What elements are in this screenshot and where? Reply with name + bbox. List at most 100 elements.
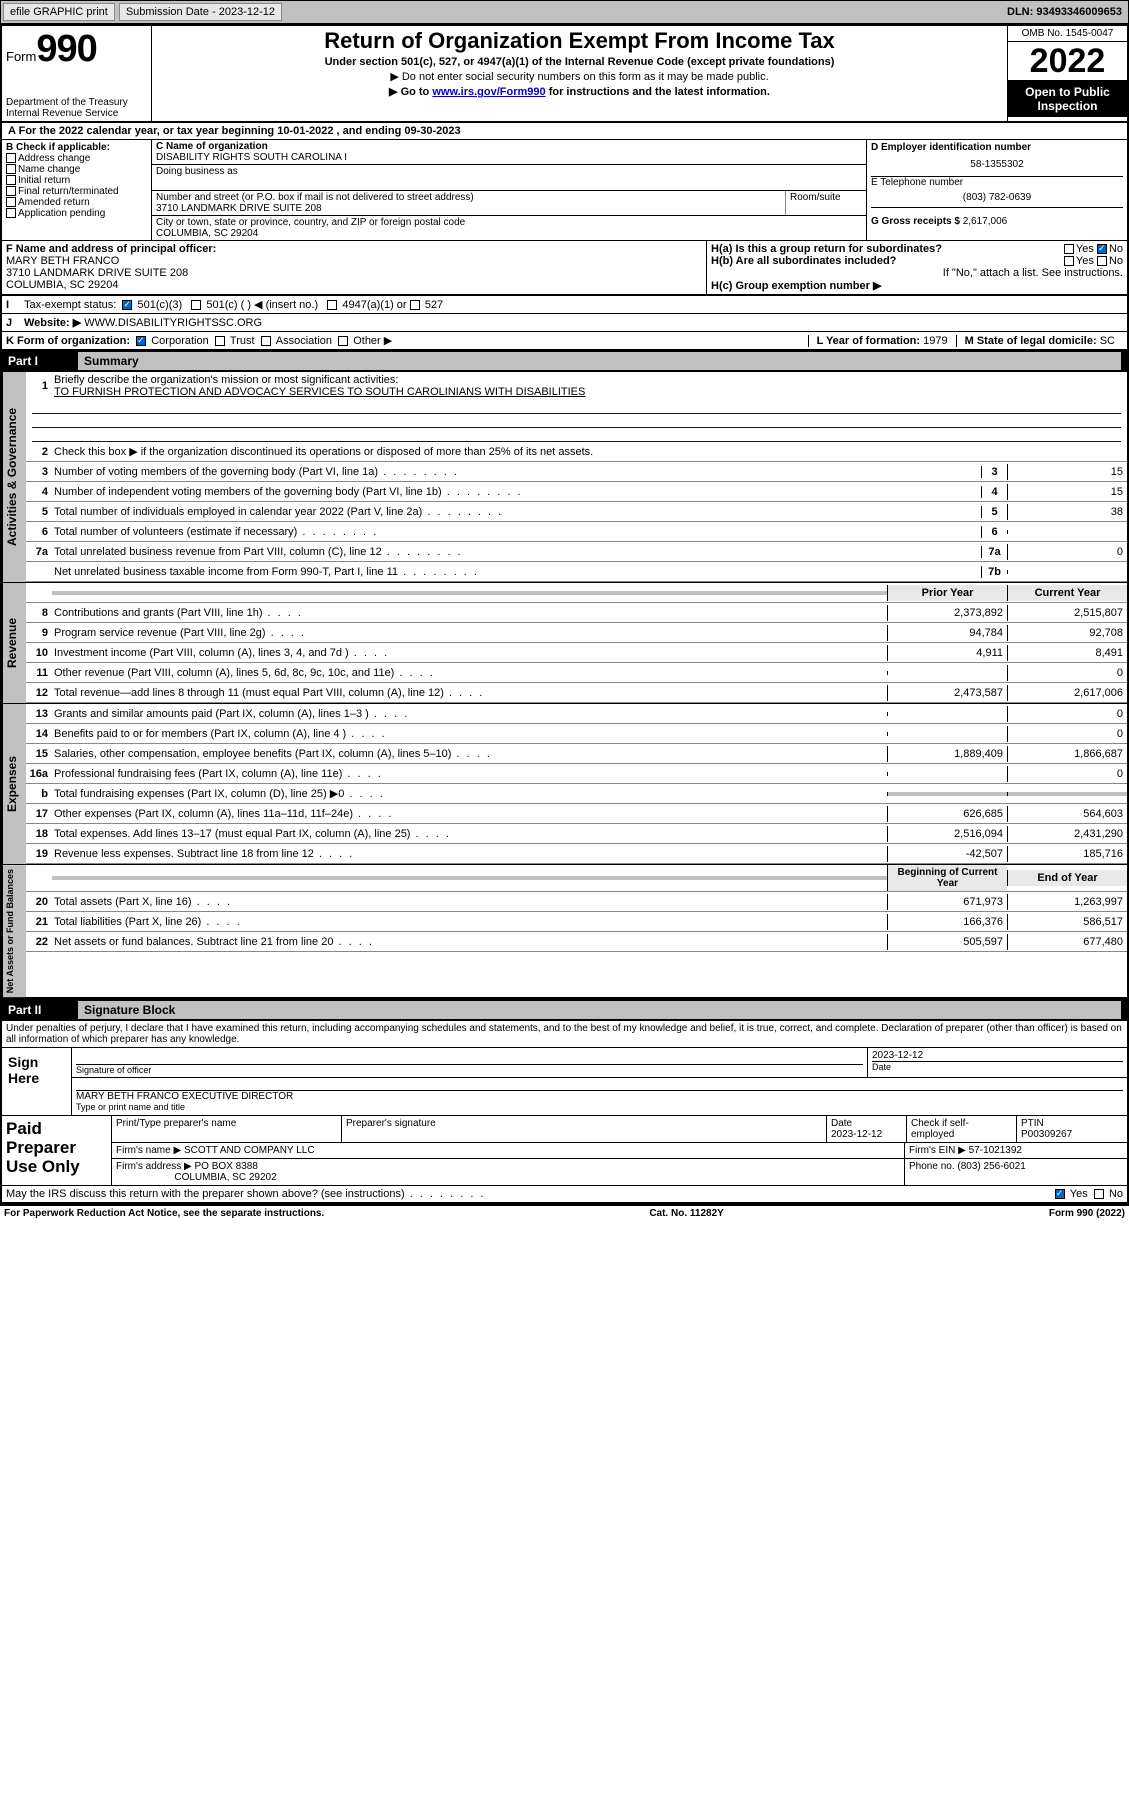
note2-pre: ▶ Go to [389,86,432,98]
efile-print-button[interactable]: efile GRAPHIC print [3,3,115,21]
summary-line: 4Number of independent voting members of… [26,482,1127,502]
section-m-label: M State of legal domicile: [965,335,1097,347]
part2-title: Signature Block [78,1001,1121,1019]
summary-line: 19Revenue less expenses. Subtract line 1… [26,844,1127,864]
submission-date-button[interactable]: Submission Date - 2023-12-12 [119,3,282,21]
dept-treasury: Department of the Treasury [6,97,147,108]
section-klm: K Form of organization: Corporation Trus… [2,332,1127,350]
opt-initial-return: Initial return [18,175,70,186]
summary-line: 15Salaries, other compensation, employee… [26,744,1127,764]
opt-application-pending: Application pending [18,208,105,219]
form-title: Return of Organization Exempt From Incom… [158,28,1001,54]
vtab-expenses: Expenses [2,704,26,864]
summary-line: 9Program service revenue (Part VIII, lin… [26,623,1127,643]
checkbox-trust[interactable] [215,336,225,346]
hdr-end: End of Year [1007,870,1127,886]
hb-note: If "No," attach a list. See instructions… [711,267,1123,279]
checkbox-address-change[interactable] [6,153,16,163]
checkbox-name-change[interactable] [6,164,16,174]
summary-line: 11Other revenue (Part VIII, column (A), … [26,663,1127,683]
ha-label: H(a) Is this a group return for subordin… [711,243,942,255]
form-id-block: Form990 Department of the Treasury Inter… [2,26,152,121]
officer-addr2: COLUMBIA, SC 29204 [6,279,119,291]
checkbox-discuss-yes[interactable] [1055,1189,1065,1199]
form-subtitle: Under section 501(c), 527, or 4947(a)(1)… [158,56,1001,68]
checkbox-4947[interactable] [327,300,337,310]
checkbox-hb-no[interactable] [1097,256,1107,266]
efile-topbar: efile GRAPHIC print Submission Date - 20… [0,0,1129,24]
paid-preparer-block: Paid Preparer Use Only Print/Type prepar… [2,1116,1127,1186]
summary-line: 18Total expenses. Add lines 13–17 (must … [26,824,1127,844]
checkbox-hb-yes[interactable] [1064,256,1074,266]
form990-link[interactable]: www.irs.gov/Form990 [432,86,545,98]
firm-addr2-value: COLUMBIA, SC 29202 [174,1172,276,1183]
bcd-block: B Check if applicable: Address change Na… [2,140,1127,241]
checkbox-ha-yes[interactable] [1064,244,1074,254]
city-label: City or town, state or province, country… [156,217,465,228]
checkbox-ha-no[interactable] [1097,244,1107,254]
opt-final-return: Final return/terminated [18,186,119,197]
summary-line: 7aTotal unrelated business revenue from … [26,542,1127,562]
hdr-current-year: Current Year [1007,585,1127,601]
checkbox-527[interactable] [410,300,420,310]
section-f: F Name and address of principal officer:… [2,241,707,294]
vtab-revenue: Revenue [2,583,26,703]
firm-name-value: SCOTT AND COMPANY LLC [184,1145,315,1156]
checkbox-discuss-no[interactable] [1094,1189,1104,1199]
firm-addr1-value: PO BOX 8388 [195,1161,258,1172]
website-label: Website: ▶ [24,316,81,329]
summary-line: 13Grants and similar amounts paid (Part … [26,704,1127,724]
checkbox-final-return[interactable] [6,186,16,196]
checkbox-initial-return[interactable] [6,175,16,185]
checkbox-501c[interactable] [191,300,201,310]
part1-title: Summary [78,352,1121,370]
netassets-block: Net Assets or Fund Balances Beginning of… [2,865,1127,999]
opt-501c3: 501(c)(3) [138,299,183,311]
firm-name-label: Firm's name ▶ [116,1145,181,1156]
section-k-label: K Form of organization: [6,335,130,347]
checkbox-application-pending[interactable] [6,208,16,218]
ein-value: 58-1355302 [871,153,1123,177]
section-h: H(a) Is this a group return for subordin… [707,241,1127,294]
room-suite-label: Room/suite [786,191,866,215]
checkbox-other[interactable] [338,336,348,346]
part2-label: Part II [8,1003,78,1017]
blank-line [32,414,1121,428]
officer-name-title: MARY BETH FRANCO EXECUTIVE DIRECTOR [76,1091,293,1102]
label-i: I [6,299,20,311]
tax-year: 2022 [1008,42,1127,81]
website-url: WWW.DISABILITYRIGHTSSC.ORG [84,317,262,329]
checkbox-amended-return[interactable] [6,197,16,207]
checkbox-association[interactable] [261,336,271,346]
firm-ein-value: 57-1021392 [969,1145,1022,1156]
form-number: 990 [36,28,96,70]
section-b: B Check if applicable: Address change Na… [2,140,152,240]
hb-yes: Yes [1076,255,1094,267]
checkbox-corporation[interactable] [136,336,146,346]
checkbox-501c3[interactable] [122,300,132,310]
form-prefix: Form [6,49,36,64]
opt-corporation: Corporation [151,335,208,347]
summary-line: 14Benefits paid to or for members (Part … [26,724,1127,744]
summary-line: 12Total revenue—add lines 8 through 11 (… [26,683,1127,703]
blank-line [32,400,1121,414]
vtab-netassets: Net Assets or Fund Balances [2,865,26,997]
dba-label: Doing business as [156,166,238,177]
form-title-block: Return of Organization Exempt From Incom… [152,26,1007,121]
revenue-block: Revenue Prior Year Current Year 8Contrib… [2,583,1127,704]
tel-label: E Telephone number [871,177,1123,188]
prep-sig-label: Preparer's signature [342,1116,827,1142]
summary-line: 8Contributions and grants (Part VIII, li… [26,603,1127,623]
hb-label: H(b) Are all subordinates included? [711,255,896,267]
hb-no: No [1109,255,1123,267]
officer-name: MARY BETH FRANCO [6,255,119,267]
sig-officer-label: Signature of officer [76,1064,863,1075]
section-j: J Website: ▶ WWW.DISABILITYRIGHTSSC.ORG [2,314,1127,332]
summary-line: 17Other expenses (Part IX, column (A), l… [26,804,1127,824]
line-a-calendar-year: A For the 2022 calendar year, or tax yea… [2,123,1127,140]
opt-amended-return: Amended return [18,197,90,208]
year-formation: 1979 [923,335,947,347]
section-d-label: D Employer identification number [871,142,1123,153]
dln-label: DLN: 93493346009653 [1007,6,1126,18]
form-990: Form990 Department of the Treasury Inter… [0,24,1129,1206]
